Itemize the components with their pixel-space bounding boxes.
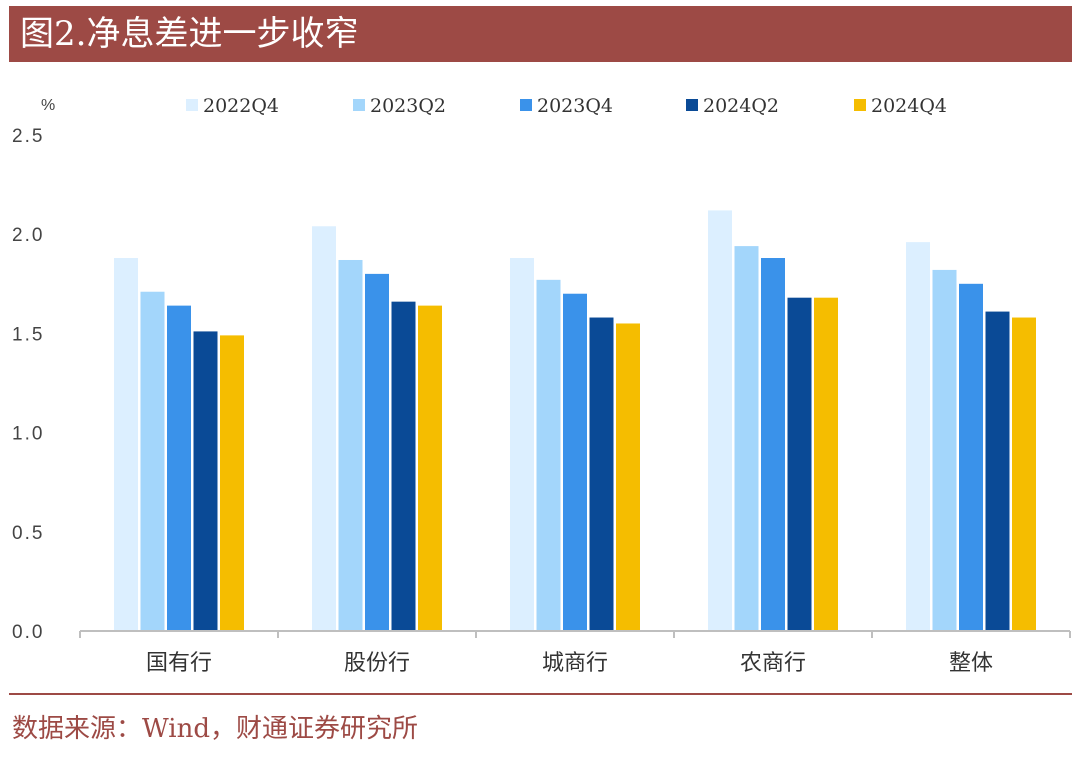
bar-2022q4-2 (510, 258, 534, 631)
bar-2023q4-3 (761, 258, 785, 631)
bar-2022q4-4 (906, 242, 930, 632)
bar-2022q4-1 (312, 226, 336, 632)
legend-swatch (686, 99, 698, 111)
bar-2024q2-4 (985, 311, 1010, 631)
bar-2024q4-2 (616, 323, 640, 631)
legend-label: 2023Q2 (370, 95, 446, 117)
bar-2024q2-3 (787, 297, 812, 631)
bar-2023q2-0 (140, 291, 165, 631)
legend-swatch (520, 99, 532, 111)
bar-2024q2-1 (391, 301, 416, 631)
bar-2023q4-0 (167, 305, 191, 631)
x-category-label: 农商行 (740, 651, 806, 676)
bar-2023q4-2 (563, 293, 587, 631)
bar-2022q4-0 (114, 258, 138, 631)
legend-label: 2024Q2 (703, 95, 779, 117)
bar-2024q4-1 (418, 305, 442, 631)
y-axis: 0.0 0.5 1.0 1.5 2.0 2.5 (12, 126, 44, 643)
bar-2023q4-4 (959, 283, 983, 631)
y-unit-label: % (41, 97, 55, 114)
legend-label: 2022Q4 (203, 95, 279, 117)
bar-2024q2-2 (589, 317, 614, 631)
bar-2023q4-1 (365, 273, 389, 631)
x-category-label: 国有行 (146, 651, 212, 676)
legend-swatch (854, 99, 866, 111)
legend-label: 2023Q4 (537, 95, 613, 117)
source-divider (9, 693, 1072, 695)
y-tick-label: 2.5 (12, 126, 44, 147)
bar-2024q4-0 (220, 335, 244, 631)
bar-2023q2-2 (536, 279, 561, 631)
y-tick-label: 0.5 (12, 523, 44, 544)
y-tick-label: 1.5 (12, 324, 44, 345)
x-category-label: 整体 (949, 651, 993, 676)
x-category-label: 股份行 (344, 651, 410, 676)
y-tick-label: 2.0 (12, 225, 44, 246)
bar-2023q2-4 (932, 269, 957, 631)
x-category-label: 城商行 (542, 651, 608, 676)
bar-2022q4-3 (708, 210, 732, 631)
x-axis: 国有行 股份行 城商行 农商行 整体 (79, 630, 1071, 676)
legend: 2022Q4 2023Q2 2023Q4 2024Q2 2024Q4 (186, 95, 947, 117)
y-tick-label: 1.0 (12, 424, 44, 445)
bar-2023q2-3 (734, 246, 759, 631)
y-tick-label: 0.0 (12, 622, 44, 643)
bar-2024q4-4 (1012, 317, 1036, 631)
bar-2024q4-3 (814, 297, 838, 631)
bar-2023q2-1 (338, 259, 363, 631)
bar-2024q2-0 (193, 331, 218, 631)
source-note: 数据来源：Wind，财通证券研究所 (12, 714, 418, 744)
legend-swatch (353, 99, 365, 111)
chart-title: 图2.净息差进一步收窄 (20, 14, 359, 54)
legend-swatch (186, 99, 198, 111)
legend-label: 2024Q4 (871, 95, 947, 117)
bars-group (114, 210, 1036, 632)
title-bar: 图2.净息差进一步收窄 (9, 6, 1072, 62)
